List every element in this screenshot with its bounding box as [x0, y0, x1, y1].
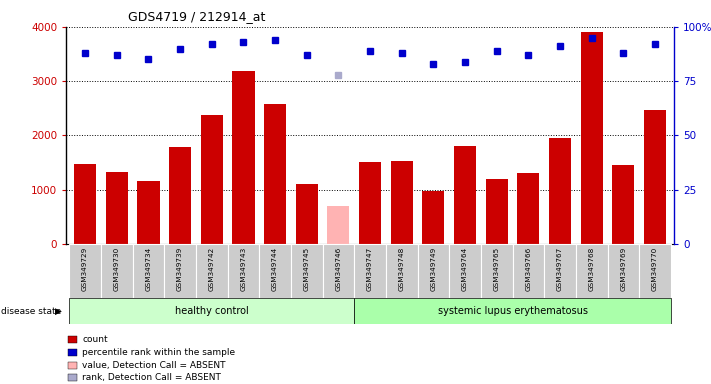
- Text: GSM349770: GSM349770: [652, 247, 658, 291]
- Bar: [644, 110, 666, 244]
- Bar: [481, 244, 513, 298]
- Bar: [169, 147, 191, 244]
- Text: GSM349764: GSM349764: [462, 247, 468, 291]
- Bar: [581, 32, 603, 244]
- Bar: [354, 298, 671, 324]
- Text: rank, Detection Call = ABSENT: rank, Detection Call = ABSENT: [82, 373, 221, 382]
- Text: GSM349749: GSM349749: [430, 247, 437, 291]
- Text: GSM349748: GSM349748: [399, 247, 405, 291]
- Bar: [454, 146, 476, 244]
- Bar: [264, 104, 286, 244]
- Bar: [544, 244, 576, 298]
- Bar: [296, 184, 318, 244]
- Text: GSM349745: GSM349745: [304, 247, 310, 291]
- Bar: [101, 244, 133, 298]
- Bar: [359, 162, 381, 244]
- Text: GSM349742: GSM349742: [209, 247, 215, 291]
- Text: GDS4719 / 212914_at: GDS4719 / 212914_at: [128, 10, 265, 23]
- Text: GSM349768: GSM349768: [589, 247, 594, 291]
- Text: GSM349730: GSM349730: [114, 247, 119, 291]
- Bar: [417, 244, 449, 298]
- Bar: [612, 165, 634, 244]
- Bar: [137, 181, 159, 244]
- Bar: [69, 298, 354, 324]
- Bar: [549, 137, 571, 244]
- Text: GSM349729: GSM349729: [82, 247, 88, 291]
- Bar: [228, 244, 260, 298]
- Bar: [639, 244, 671, 298]
- Bar: [327, 206, 350, 244]
- Text: GSM349734: GSM349734: [146, 247, 151, 291]
- Bar: [232, 71, 255, 244]
- Bar: [354, 244, 386, 298]
- Text: GSM349746: GSM349746: [336, 247, 341, 291]
- Text: GSM349766: GSM349766: [525, 247, 531, 291]
- Bar: [422, 191, 444, 244]
- Text: count: count: [82, 335, 108, 344]
- Bar: [386, 244, 417, 298]
- Bar: [164, 244, 196, 298]
- Text: GSM349767: GSM349767: [557, 247, 563, 291]
- Text: GSM349747: GSM349747: [367, 247, 373, 291]
- Text: GSM349739: GSM349739: [177, 247, 183, 291]
- Bar: [201, 115, 223, 244]
- Text: GSM349765: GSM349765: [493, 247, 500, 291]
- Bar: [291, 244, 323, 298]
- Text: ▶: ▶: [55, 307, 63, 316]
- Bar: [607, 244, 639, 298]
- Bar: [449, 244, 481, 298]
- Bar: [576, 244, 607, 298]
- Bar: [196, 244, 228, 298]
- Text: GSM349769: GSM349769: [621, 247, 626, 291]
- Text: systemic lupus erythematosus: systemic lupus erythematosus: [437, 306, 587, 316]
- Text: healthy control: healthy control: [175, 306, 249, 316]
- Text: GSM349743: GSM349743: [240, 247, 247, 291]
- Bar: [260, 244, 291, 298]
- Bar: [323, 244, 354, 298]
- Bar: [74, 164, 96, 244]
- Bar: [133, 244, 164, 298]
- Text: value, Detection Call = ABSENT: value, Detection Call = ABSENT: [82, 361, 226, 370]
- Text: percentile rank within the sample: percentile rank within the sample: [82, 348, 235, 357]
- Text: GSM349744: GSM349744: [272, 247, 278, 291]
- Text: disease state: disease state: [1, 307, 62, 316]
- Bar: [106, 172, 128, 244]
- Bar: [486, 179, 508, 244]
- Bar: [390, 161, 413, 244]
- Bar: [69, 244, 101, 298]
- Bar: [518, 173, 540, 244]
- Bar: [513, 244, 544, 298]
